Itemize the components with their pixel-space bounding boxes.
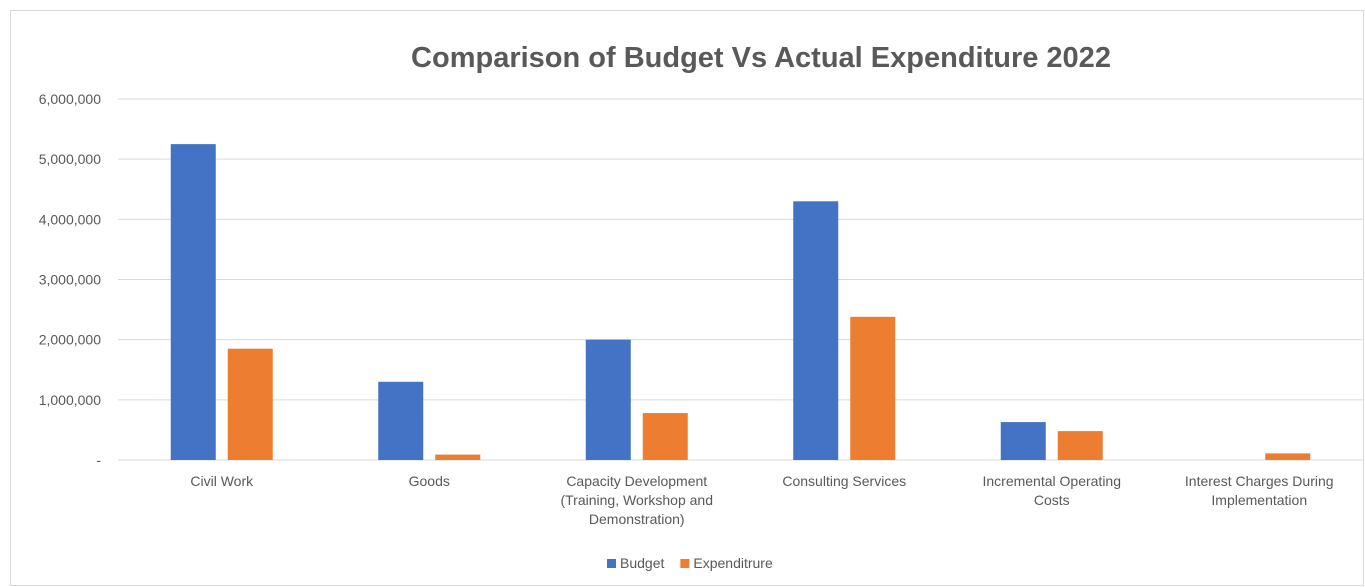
bar-budget: [378, 381, 424, 460]
x-tick-label-line: Incremental Operating: [982, 473, 1121, 489]
x-tick-label-line: Costs: [1034, 492, 1070, 508]
chart-title: Comparison of Budget Vs Actual Expenditu…: [411, 42, 1111, 74]
x-tick-label-line: Capacity Development: [566, 473, 707, 489]
y-tick-label: 6,000,000: [39, 91, 101, 107]
bar-expenditrure: [435, 454, 481, 460]
y-tick-label: 4,000,000: [39, 211, 101, 227]
bar-expenditrure: [1265, 453, 1311, 460]
legend-swatch: [680, 559, 690, 568]
legend: Budget Expenditrure: [607, 555, 773, 571]
y-tick-label: -: [96, 452, 101, 468]
y-axis-ticks: - 1,000,000 2,000,000 3,000,000 4,000,000 5,0…: [39, 91, 102, 468]
y-tick-label: 2,000,000: [39, 332, 101, 348]
gridlines: [118, 98, 1363, 461]
bar-expenditrure: [1057, 431, 1103, 460]
y-tick-label: 1,000,000: [39, 392, 101, 408]
x-tick-label: Interest Charges During Implementation: [1185, 473, 1334, 508]
bar-expenditrure: [642, 413, 688, 460]
x-tick-label: Consulting Services: [782, 473, 906, 489]
x-tick-label-line: Civil Work: [190, 473, 254, 489]
x-tick-label-line: Goods: [409, 473, 450, 489]
x-tick-label: Goods: [409, 473, 450, 489]
chart-frame: Comparison of Budget Vs Actual Expenditu…: [10, 10, 1364, 586]
bar-budget: [170, 144, 216, 460]
x-tick-label: Capacity Development (Training, Workshop …: [560, 473, 713, 527]
legend-label: Expenditrure: [693, 555, 773, 571]
y-tick-label: 5,000,000: [39, 151, 101, 167]
y-tick-label: 3,000,000: [39, 272, 101, 288]
x-tick-label-line: Demonstration): [589, 511, 685, 527]
bar-expenditrure: [850, 316, 896, 460]
x-tick-label: Civil Work: [190, 473, 254, 489]
x-tick-label-line: Implementation: [1211, 492, 1307, 508]
x-tick-label-line: Consulting Services: [782, 473, 906, 489]
bar-chart: Comparison of Budget Vs Actual Expenditu…: [39, 42, 1363, 571]
x-axis-ticks: Civil Work Goods Capacity Development (Trai…: [190, 473, 1333, 527]
x-tick-label-line: (Training, Workshop and: [560, 492, 713, 508]
bar-budget: [1000, 422, 1046, 460]
bar-expenditrure: [227, 348, 273, 460]
bars: [170, 144, 1311, 461]
legend-swatch: [607, 559, 616, 568]
bar-budget: [793, 201, 839, 461]
bar-budget: [585, 339, 631, 460]
legend-label: Budget: [620, 555, 664, 571]
x-tick-label: Incremental Operating Costs: [982, 473, 1121, 508]
x-tick-label-line: Interest Charges During: [1185, 473, 1334, 489]
